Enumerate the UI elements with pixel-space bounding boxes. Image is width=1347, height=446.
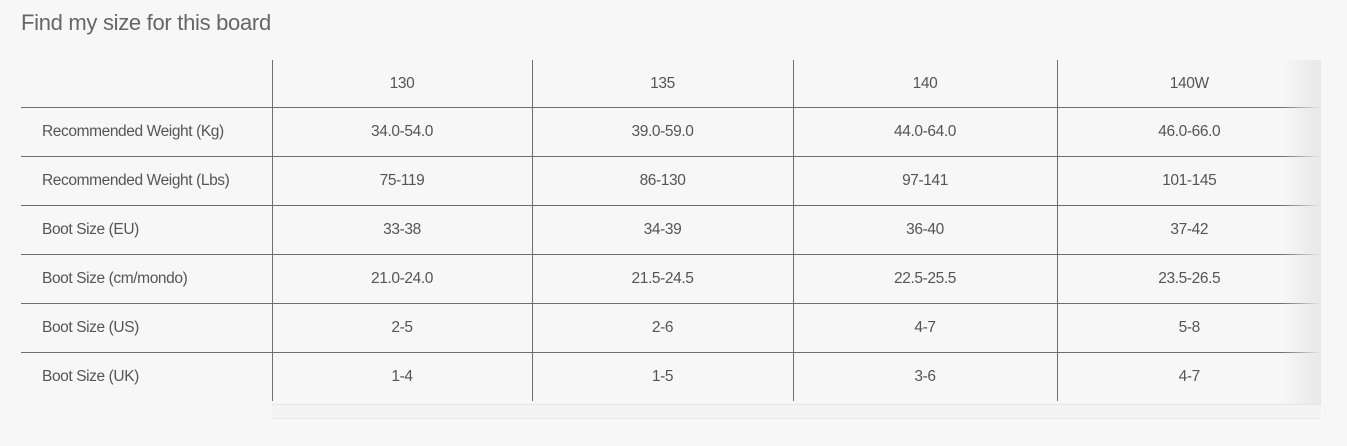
table-cell: 4-7	[1178, 368, 1201, 385]
row-label: Boot Size (cm/mondo)	[21, 254, 273, 304]
row-label: Recommended Weight (Kg)	[21, 107, 273, 157]
table-cell: 36-40	[793, 205, 1058, 255]
horizontal-scrollbar[interactable]	[272, 404, 1321, 419]
row-label: Boot Size (US)	[21, 303, 273, 353]
row-label: Recommended Weight (Lbs)	[21, 156, 273, 206]
table-row: Recommended Weight (Lbs) 75-119 86-130 97-1…	[21, 156, 1321, 206]
table-cell: 101-145	[1057, 156, 1321, 206]
table-cell: 2-5	[272, 303, 533, 353]
row-label: Boot Size (EU)	[21, 205, 273, 255]
header-size-140: 140	[793, 60, 1058, 108]
table-cell: 3-6	[793, 352, 1058, 401]
table-cell: 34-39	[532, 205, 794, 255]
header-size-130: 130	[272, 60, 533, 108]
header-corner	[21, 60, 273, 108]
row-label: Boot Size (UK)	[21, 352, 273, 401]
table-cell: 75-119	[272, 156, 533, 206]
table-cell: 21.0-24.0	[272, 254, 533, 304]
table-cell: 44.0-64.0	[793, 107, 1058, 157]
size-chart-table: 130 135 140 140W Recommended Weight (Kg)…	[21, 60, 1321, 401]
table-cell: 21.5-24.5	[532, 254, 794, 304]
table-cell: 97-141	[793, 156, 1058, 206]
table-row: Boot Size (UK) 1-4 1-5 3-6 4-7	[21, 352, 1321, 401]
table-cell: 33-38	[272, 205, 533, 255]
table-cell: 5-8	[1057, 303, 1321, 353]
table-cell: 46.0-66.0	[1057, 107, 1321, 157]
page-title: Find my size for this board	[21, 10, 271, 35]
table-cell: 37-42	[1057, 205, 1321, 255]
table-cell: 22.5-25.5	[793, 254, 1058, 304]
table-row: Recommended Weight (Kg) 34.0-54.0 39.0-59.…	[21, 107, 1321, 157]
header-size-135: 135	[532, 60, 794, 108]
header-row: 130 135 140 140W	[21, 60, 1321, 108]
table-cell: 23.5-26.5	[1057, 254, 1321, 304]
table-cell: 4-7	[793, 303, 1058, 353]
table-row: Boot Size (EU) 33-38 34-39 36-40 37-42	[21, 205, 1321, 255]
table-cell: 39.0-59.0	[532, 107, 794, 157]
table-cell: 2-6	[532, 303, 794, 353]
table-cell: 1-5	[532, 352, 794, 401]
table-cell: 1-4	[272, 352, 533, 401]
table-cell: 86-130	[532, 156, 794, 206]
table-cell: 34.0-54.0	[272, 107, 533, 157]
size-chart-table-container: 130 135 140 140W Recommended Weight (Kg)…	[21, 60, 1321, 405]
table-row: Boot Size (US) 2-5 2-6 4-7 5-8	[21, 303, 1321, 353]
header-size-140w: 140W	[1057, 60, 1321, 108]
table-row: Boot Size (cm/mondo) 21.0-24.0 21.5-24.5 22…	[21, 254, 1321, 304]
